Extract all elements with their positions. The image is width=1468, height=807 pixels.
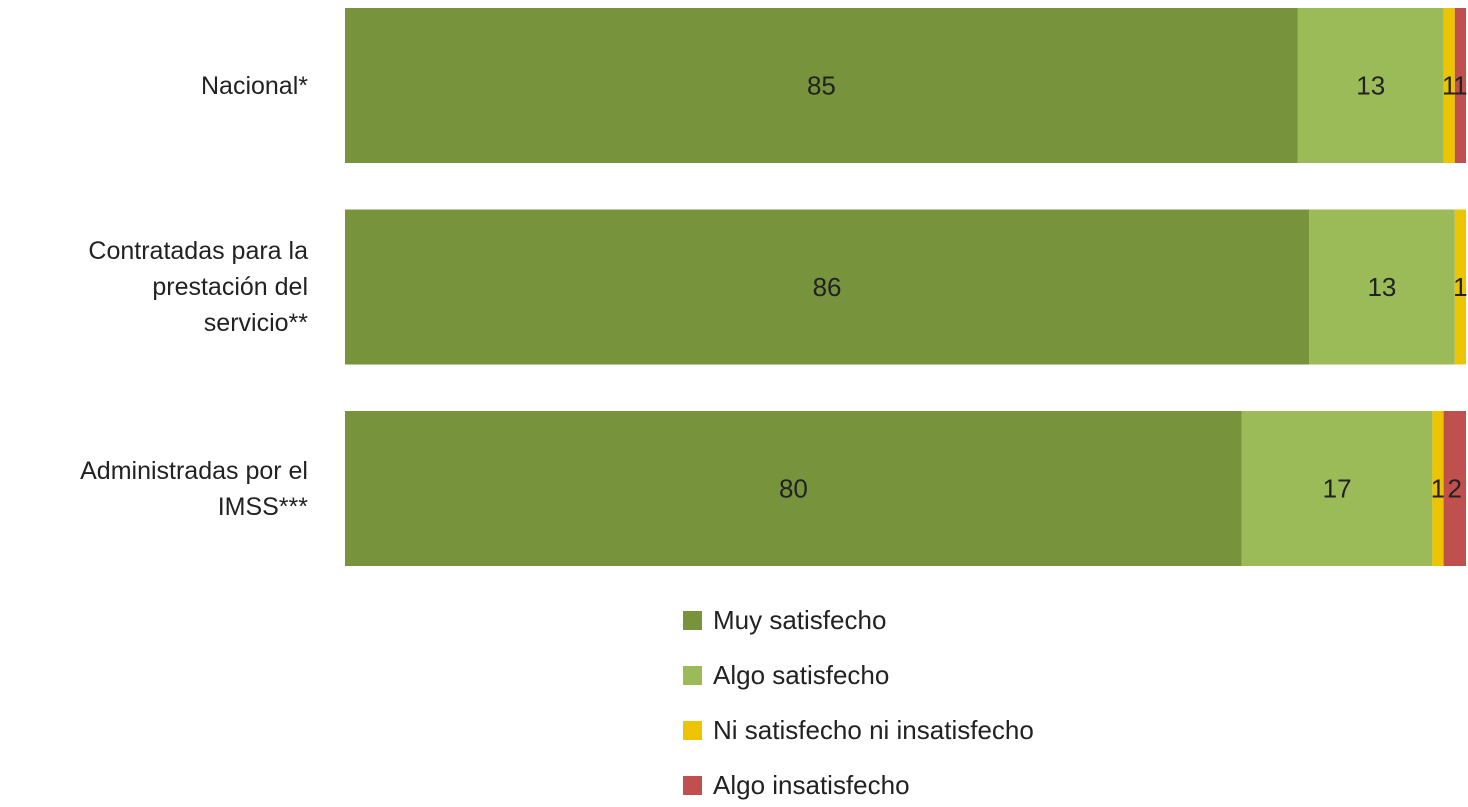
bar-segment (1309, 209, 1455, 365)
bar-segment (345, 8, 1298, 163)
data-label: 13 (1356, 70, 1385, 100)
bar-segment (1241, 411, 1433, 566)
bar-segment (1443, 411, 1466, 566)
legend-label: Algo satisfecho (713, 660, 889, 690)
legend-swatch (683, 776, 702, 795)
category-label: Administradas por el IMSS*** (80, 456, 308, 521)
data-label: 2 (1448, 473, 1462, 503)
bar-segment (1297, 8, 1444, 163)
data-label: 1 (1431, 473, 1445, 503)
legend-swatch (683, 721, 702, 740)
bar-segment (345, 209, 1310, 365)
data-label: 80 (779, 473, 808, 503)
category-label: Nacional* (200, 71, 308, 100)
data-label: 13 (1367, 272, 1396, 302)
data-label: 1 (1442, 70, 1456, 100)
bar-segment (1454, 209, 1466, 365)
data-label: 1 (1453, 70, 1467, 100)
data-label: 17 (1323, 473, 1352, 503)
data-label: 1 (1453, 272, 1467, 302)
bar-segment (1432, 411, 1444, 566)
bar-segment (1443, 8, 1455, 163)
category-label: Contratadas para la prestación del servi… (88, 237, 308, 337)
legend-swatch (683, 666, 702, 685)
legend-label: Ni satisfecho ni insatisfecho (713, 715, 1034, 745)
bar-segment (345, 411, 1242, 566)
data-label: 86 (813, 272, 842, 302)
legend-label: Muy satisfecho (713, 605, 886, 635)
bar-segment (1454, 8, 1466, 163)
data-label: 85 (807, 70, 836, 100)
legend-label: Algo insatisfecho (713, 770, 910, 800)
legend-swatch (683, 611, 702, 630)
